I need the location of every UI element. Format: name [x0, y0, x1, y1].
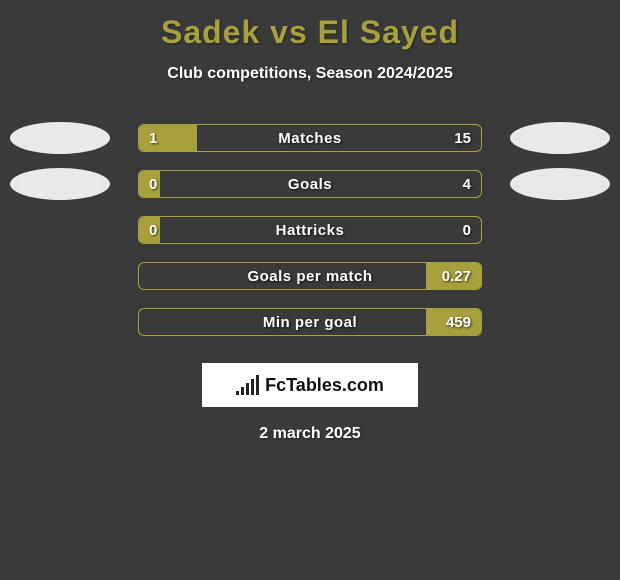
logo-bar-segment: [256, 375, 259, 395]
stat-bar: 00Hattricks: [138, 216, 482, 244]
stat-bar: 459Min per goal: [138, 308, 482, 336]
subtitle: Club competitions, Season 2024/2025: [0, 65, 620, 83]
stat-bar: 0.27Goals per match: [138, 262, 482, 290]
logo-bar-segment: [236, 391, 239, 395]
stat-label: Matches: [139, 125, 481, 151]
logo-bar-segment: [251, 379, 254, 395]
stat-bar: 04Goals: [138, 170, 482, 198]
stat-label: Min per goal: [139, 309, 481, 335]
stat-row: 459Min per goal: [0, 299, 620, 345]
stat-label: Goals per match: [139, 263, 481, 289]
team-badge-right: [510, 122, 610, 154]
fctables-logo: FcTables.com: [202, 363, 418, 407]
date-label: 2 march 2025: [0, 425, 620, 443]
stat-bar: 115Matches: [138, 124, 482, 152]
stat-label: Hattricks: [139, 217, 481, 243]
page-title: Sadek vs El Sayed: [0, 0, 620, 51]
stat-label: Goals: [139, 171, 481, 197]
logo-text: FcTables.com: [265, 375, 384, 396]
logo-bars-icon: [236, 375, 259, 395]
team-badge-left: [10, 168, 110, 200]
stat-row: 00Hattricks: [0, 207, 620, 253]
team-badge-right: [510, 168, 610, 200]
logo-bar-segment: [241, 387, 244, 395]
stat-row: 04Goals: [0, 161, 620, 207]
logo-bar-segment: [246, 383, 249, 395]
team-badge-left: [10, 122, 110, 154]
stat-row: 115Matches: [0, 115, 620, 161]
stats-container: 115Matches 04Goals 00Hattricks 0.27Goals pe…: [0, 115, 620, 345]
stat-row: 0.27Goals per match: [0, 253, 620, 299]
